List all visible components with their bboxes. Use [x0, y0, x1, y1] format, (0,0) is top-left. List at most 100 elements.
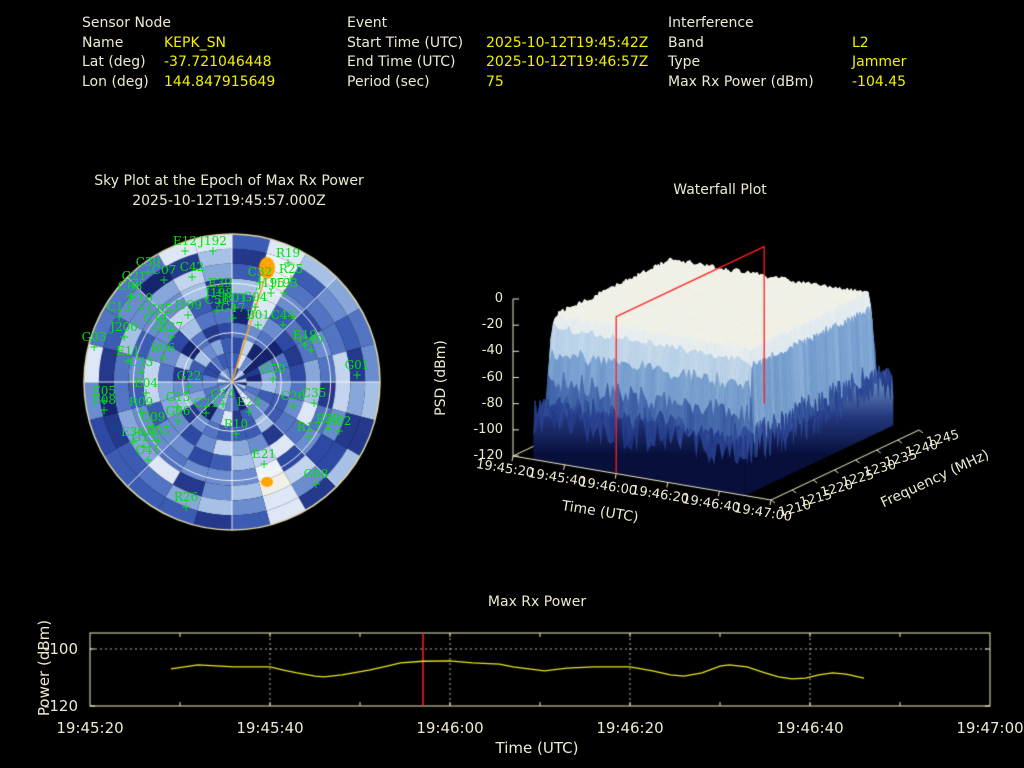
satellite-label: C35 — [301, 386, 327, 400]
maxrx-x-tick-label: 19:46:20 — [596, 719, 664, 737]
satellite-marker: + — [147, 420, 159, 434]
satellite-label: R06 — [150, 341, 176, 355]
satellite-label: J198 — [205, 286, 233, 300]
satellite-marker: + — [322, 422, 334, 436]
satellite-marker: + — [258, 457, 270, 471]
maxrx-x-tick-label: 19:45:40 — [236, 719, 304, 737]
sensor-lon-row: Lon (deg) 144.847915649 — [82, 73, 275, 93]
satellite-label: C44 — [270, 308, 296, 322]
satellite-label: G03 — [81, 330, 107, 344]
satellite-marker: + — [142, 453, 154, 467]
sensor-name-value: KEPK_SN — [164, 34, 227, 51]
satellite-label: E36 — [120, 425, 146, 439]
satellite-label: G13 — [131, 430, 157, 444]
satellite-label: G08 — [303, 467, 329, 481]
satellite-marker: + — [278, 286, 290, 300]
satellite-label: G17 — [220, 301, 246, 315]
event-start-label: Start Time (UTC) — [347, 34, 464, 51]
satellite-label: R09 — [128, 395, 154, 409]
interference-band-label: Band — [668, 34, 704, 51]
satellite-marker: + — [142, 265, 154, 279]
satellite-label: C08 — [117, 279, 143, 293]
interference-type-value: Jammer — [852, 54, 907, 71]
satellite-marker: + — [230, 427, 242, 441]
satellite-marker: + — [333, 424, 345, 438]
satellite-label: G21 — [121, 269, 147, 283]
satellite-marker: + — [277, 318, 289, 332]
satellite-label: R17 — [296, 420, 322, 434]
satellite-marker: + — [265, 286, 277, 300]
sensor-lat-label: Lat (deg) — [82, 54, 146, 71]
event-title: Event — [347, 15, 388, 31]
event-period-value: 75 — [486, 73, 504, 90]
satellite-marker: + — [152, 434, 164, 448]
maxrx-x-tick-label: 19:47:00 — [956, 719, 1024, 737]
satellite-label: C41 — [135, 443, 161, 457]
satellite-label: R05 — [145, 424, 171, 438]
satellite-marker: + — [186, 270, 198, 284]
satellite-label: C13 — [106, 300, 132, 314]
satellite-marker: + — [243, 405, 255, 419]
satellite-marker: + — [158, 273, 170, 287]
sensor-name-row: Name KEPK_SN — [82, 34, 275, 54]
satellite-marker: + — [229, 301, 241, 315]
satellite-label: J199 — [174, 298, 202, 312]
event-end-label: End Time (UTC) — [347, 54, 456, 71]
satellite-label: B01 — [222, 291, 248, 305]
satellite-marker: + — [308, 396, 320, 410]
waterfall-z-tick-label: -80 — [481, 395, 503, 411]
interference-title: Interference — [668, 15, 754, 31]
satellite-marker: + — [118, 330, 130, 344]
satellite-label: G06 — [165, 404, 191, 418]
satellite-marker: + — [127, 435, 139, 449]
interference-panel: Interference Band L2 Type Jammer Max Rx Po… — [668, 14, 906, 92]
satellite-marker: + — [165, 330, 177, 344]
event-end-value: 2025-10-12T19:46:57Z — [486, 54, 649, 71]
event-start-value: 2025-10-12T19:45:42Z — [486, 34, 649, 51]
event-end-row: End Time (UTC) 2025-10-12T19:46:57Z — [347, 53, 648, 73]
satellite-label: E21 — [251, 447, 277, 461]
satellite-marker: + — [299, 338, 311, 352]
interference-type-label: Type — [668, 54, 701, 71]
event-period-label: Period (sec) — [347, 73, 430, 90]
satellite-marker: + — [150, 321, 162, 335]
sensor-lat-row: Lat (deg) -37.721046448 — [82, 53, 275, 73]
satellite-label: E12 — [172, 234, 198, 248]
satellite-marker: + — [88, 340, 100, 354]
satellite-marker: + — [128, 279, 140, 293]
satellite-marker: + — [254, 275, 266, 289]
satellite-marker: + — [351, 368, 363, 382]
maxrx-y-tick-label: -100 — [43, 640, 78, 658]
waterfall-z-tick-label: -20 — [481, 317, 503, 333]
satellite-marker: + — [135, 405, 147, 419]
satellite-label: C42 — [179, 260, 205, 274]
satellite-label: R26 — [173, 490, 199, 504]
satellite-marker: + — [182, 308, 194, 322]
satellite-marker: + — [98, 394, 110, 408]
satellite-label: R50 — [315, 412, 341, 426]
satellite-marker: + — [183, 379, 195, 393]
event-panel: Event Start Time (UTC) 2025-10-12T19:45:4… — [347, 14, 648, 92]
satellite-label: E10 — [128, 291, 154, 305]
satellite-label: J200 — [110, 320, 138, 334]
satellite-label: J192 — [199, 234, 227, 248]
satellite-marker: + — [252, 318, 264, 332]
sensor-node-panel: Sensor Node Name KEPK_SN Lat (deg) -37.721… — [82, 14, 275, 92]
satellite-label: G04 — [242, 290, 268, 304]
satellite-label: J193 — [270, 276, 298, 290]
satellite-marker: + — [285, 272, 297, 286]
satellite-marker: + — [213, 296, 225, 310]
satellite-label: G15 — [165, 390, 191, 404]
waterfall-z-axis-label: PSD (dBm) — [433, 340, 449, 416]
sensor-name-label: Name — [82, 34, 124, 51]
satellite-marker: + — [214, 286, 226, 300]
maxrx-x-tick-label: 19:45:20 — [56, 719, 124, 737]
interference-band-value: L2 — [852, 34, 869, 51]
satellite-label: E05 — [91, 384, 117, 398]
interference-power-row: Max Rx Power (dBm) -104.45 — [668, 73, 906, 93]
interference-power-value: -104.45 — [852, 73, 907, 90]
satellite-label: R27 — [158, 320, 184, 334]
satellite-marker: + — [249, 300, 261, 314]
